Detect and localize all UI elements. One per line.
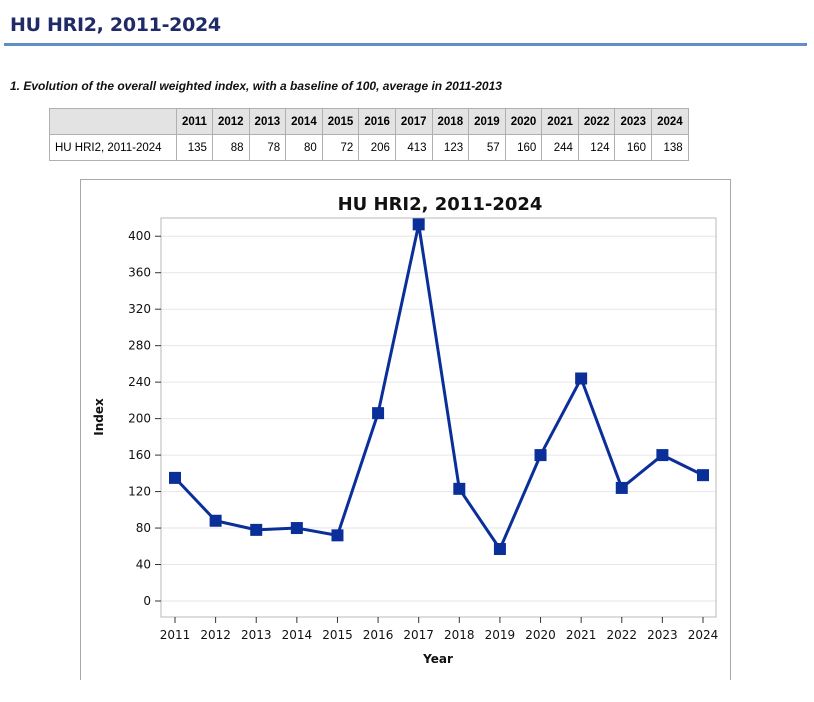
series-line: [173, 222, 704, 551]
table-cell: 206: [358, 134, 396, 161]
table-cell: 160: [504, 134, 543, 161]
x-tick-label: 2022: [606, 628, 637, 642]
y-tick-label: 200: [128, 412, 151, 426]
y-tick-label: 40: [136, 558, 151, 572]
table-cell: 80: [285, 134, 323, 161]
y-tick-label: 280: [128, 339, 151, 353]
data-point-marker: [372, 407, 385, 420]
table-col-header: 2014: [285, 108, 323, 135]
line-chart: HU HRI2, 2011-2024 0 40 80 120 160 200 240 280 3…: [92, 194, 719, 666]
table-cell: 57: [468, 134, 506, 161]
plot-area-frame: [160, 217, 717, 618]
table-cell: 123: [431, 134, 470, 161]
table-col-header: 2013: [248, 108, 287, 135]
table-col-header: 2017: [394, 108, 433, 135]
y-axis-label: Index: [92, 398, 106, 436]
table-cell: 72: [321, 134, 360, 161]
x-tick-label: 2021: [566, 628, 597, 642]
x-tick-label: 2012: [200, 628, 231, 642]
series-line-group: [169, 218, 709, 556]
y-tick-label: 240: [128, 375, 151, 389]
table-cell: 244: [541, 134, 579, 161]
data-point-marker: [331, 529, 344, 542]
table-col-header: 2022: [577, 108, 616, 135]
data-point-marker: [290, 522, 303, 535]
table-cell: 413: [394, 134, 433, 161]
table-cell: 88: [211, 134, 250, 161]
table-cell: 160: [614, 134, 653, 161]
table-cell: 135: [176, 134, 213, 161]
chart-title: HU HRI2, 2011-2024: [338, 194, 543, 215]
table-row: HU HRI2, 2011-2024 135 88 78 80 72 206 413 123 5…: [49, 134, 689, 161]
table-col-header: 2021: [541, 108, 579, 135]
y-tick-label: 0: [143, 594, 151, 608]
table-col-header: 2018: [431, 108, 470, 135]
axes: 0 40 80 120 160 200 240 280 320 360 400 2011 2012 201…: [128, 217, 719, 642]
title-rule: [4, 43, 807, 46]
y-tick-label: 360: [128, 266, 151, 280]
table-col-header: 2024: [651, 108, 689, 135]
table-corner-cell: [49, 108, 177, 135]
table-col-header: 2015: [321, 108, 360, 135]
y-tick-label: 80: [136, 521, 151, 535]
table-col-header: 2012: [211, 108, 250, 135]
x-tick-label: 2011: [160, 628, 191, 642]
data-point-marker: [250, 523, 263, 536]
y-tick-label: 320: [128, 302, 151, 316]
chart-frame: HU HRI2, 2011-2024 0 40 80 120 160 200 240 280 3…: [80, 179, 731, 680]
data-point-marker: [209, 514, 222, 527]
table-col-header: 2020: [504, 108, 543, 135]
x-tick-label: 2017: [403, 628, 434, 642]
x-tick-label: 2015: [322, 628, 353, 642]
x-tick-label: 2023: [647, 628, 678, 642]
x-tick-label: 2016: [363, 628, 394, 642]
data-point-marker: [412, 218, 425, 231]
table-col-header: 2023: [614, 108, 653, 135]
table-cell: 78: [248, 134, 287, 161]
data-point-marker: [697, 469, 709, 482]
table-cell: 138: [651, 134, 689, 161]
x-tick-label: 2024: [688, 628, 719, 642]
x-axis-label: Year: [422, 652, 453, 666]
data-point-marker: [575, 372, 588, 385]
data-point-marker: [453, 482, 466, 495]
x-tick-label: 2019: [485, 628, 516, 642]
table-col-header: 2016: [358, 108, 396, 135]
data-point-marker: [615, 481, 628, 494]
x-tick-label: 2020: [525, 628, 556, 642]
data-point-marker: [493, 543, 506, 556]
table-row-label: HU HRI2, 2011-2024: [49, 134, 177, 161]
data-point-marker: [656, 449, 669, 462]
y-tick-label: 160: [128, 448, 151, 462]
table-header-row: 2011 2012 2013 2014 2015 2016 2017 2018 2019 2020…: [49, 108, 689, 135]
x-tick-label: 2013: [241, 628, 272, 642]
x-tick-label: 2018: [444, 628, 475, 642]
table-col-header: 2019: [468, 108, 506, 135]
data-table: 2011 2012 2013 2014 2015 2016 2017 2018 2019 2020…: [49, 108, 689, 161]
table-col-header: 2011: [176, 108, 213, 135]
data-point-marker: [534, 449, 547, 462]
page-title: HU HRI2, 2011-2024: [10, 14, 221, 36]
table-cell: 124: [577, 134, 616, 161]
y-tick-label: 120: [128, 485, 151, 499]
x-tick-label: 2014: [282, 628, 313, 642]
y-tick-label: 400: [128, 229, 151, 243]
data-point-marker: [169, 471, 181, 484]
section-heading: 1. Evolution of the overall weighted ind…: [10, 79, 502, 93]
grid-lines: [161, 235, 716, 602]
